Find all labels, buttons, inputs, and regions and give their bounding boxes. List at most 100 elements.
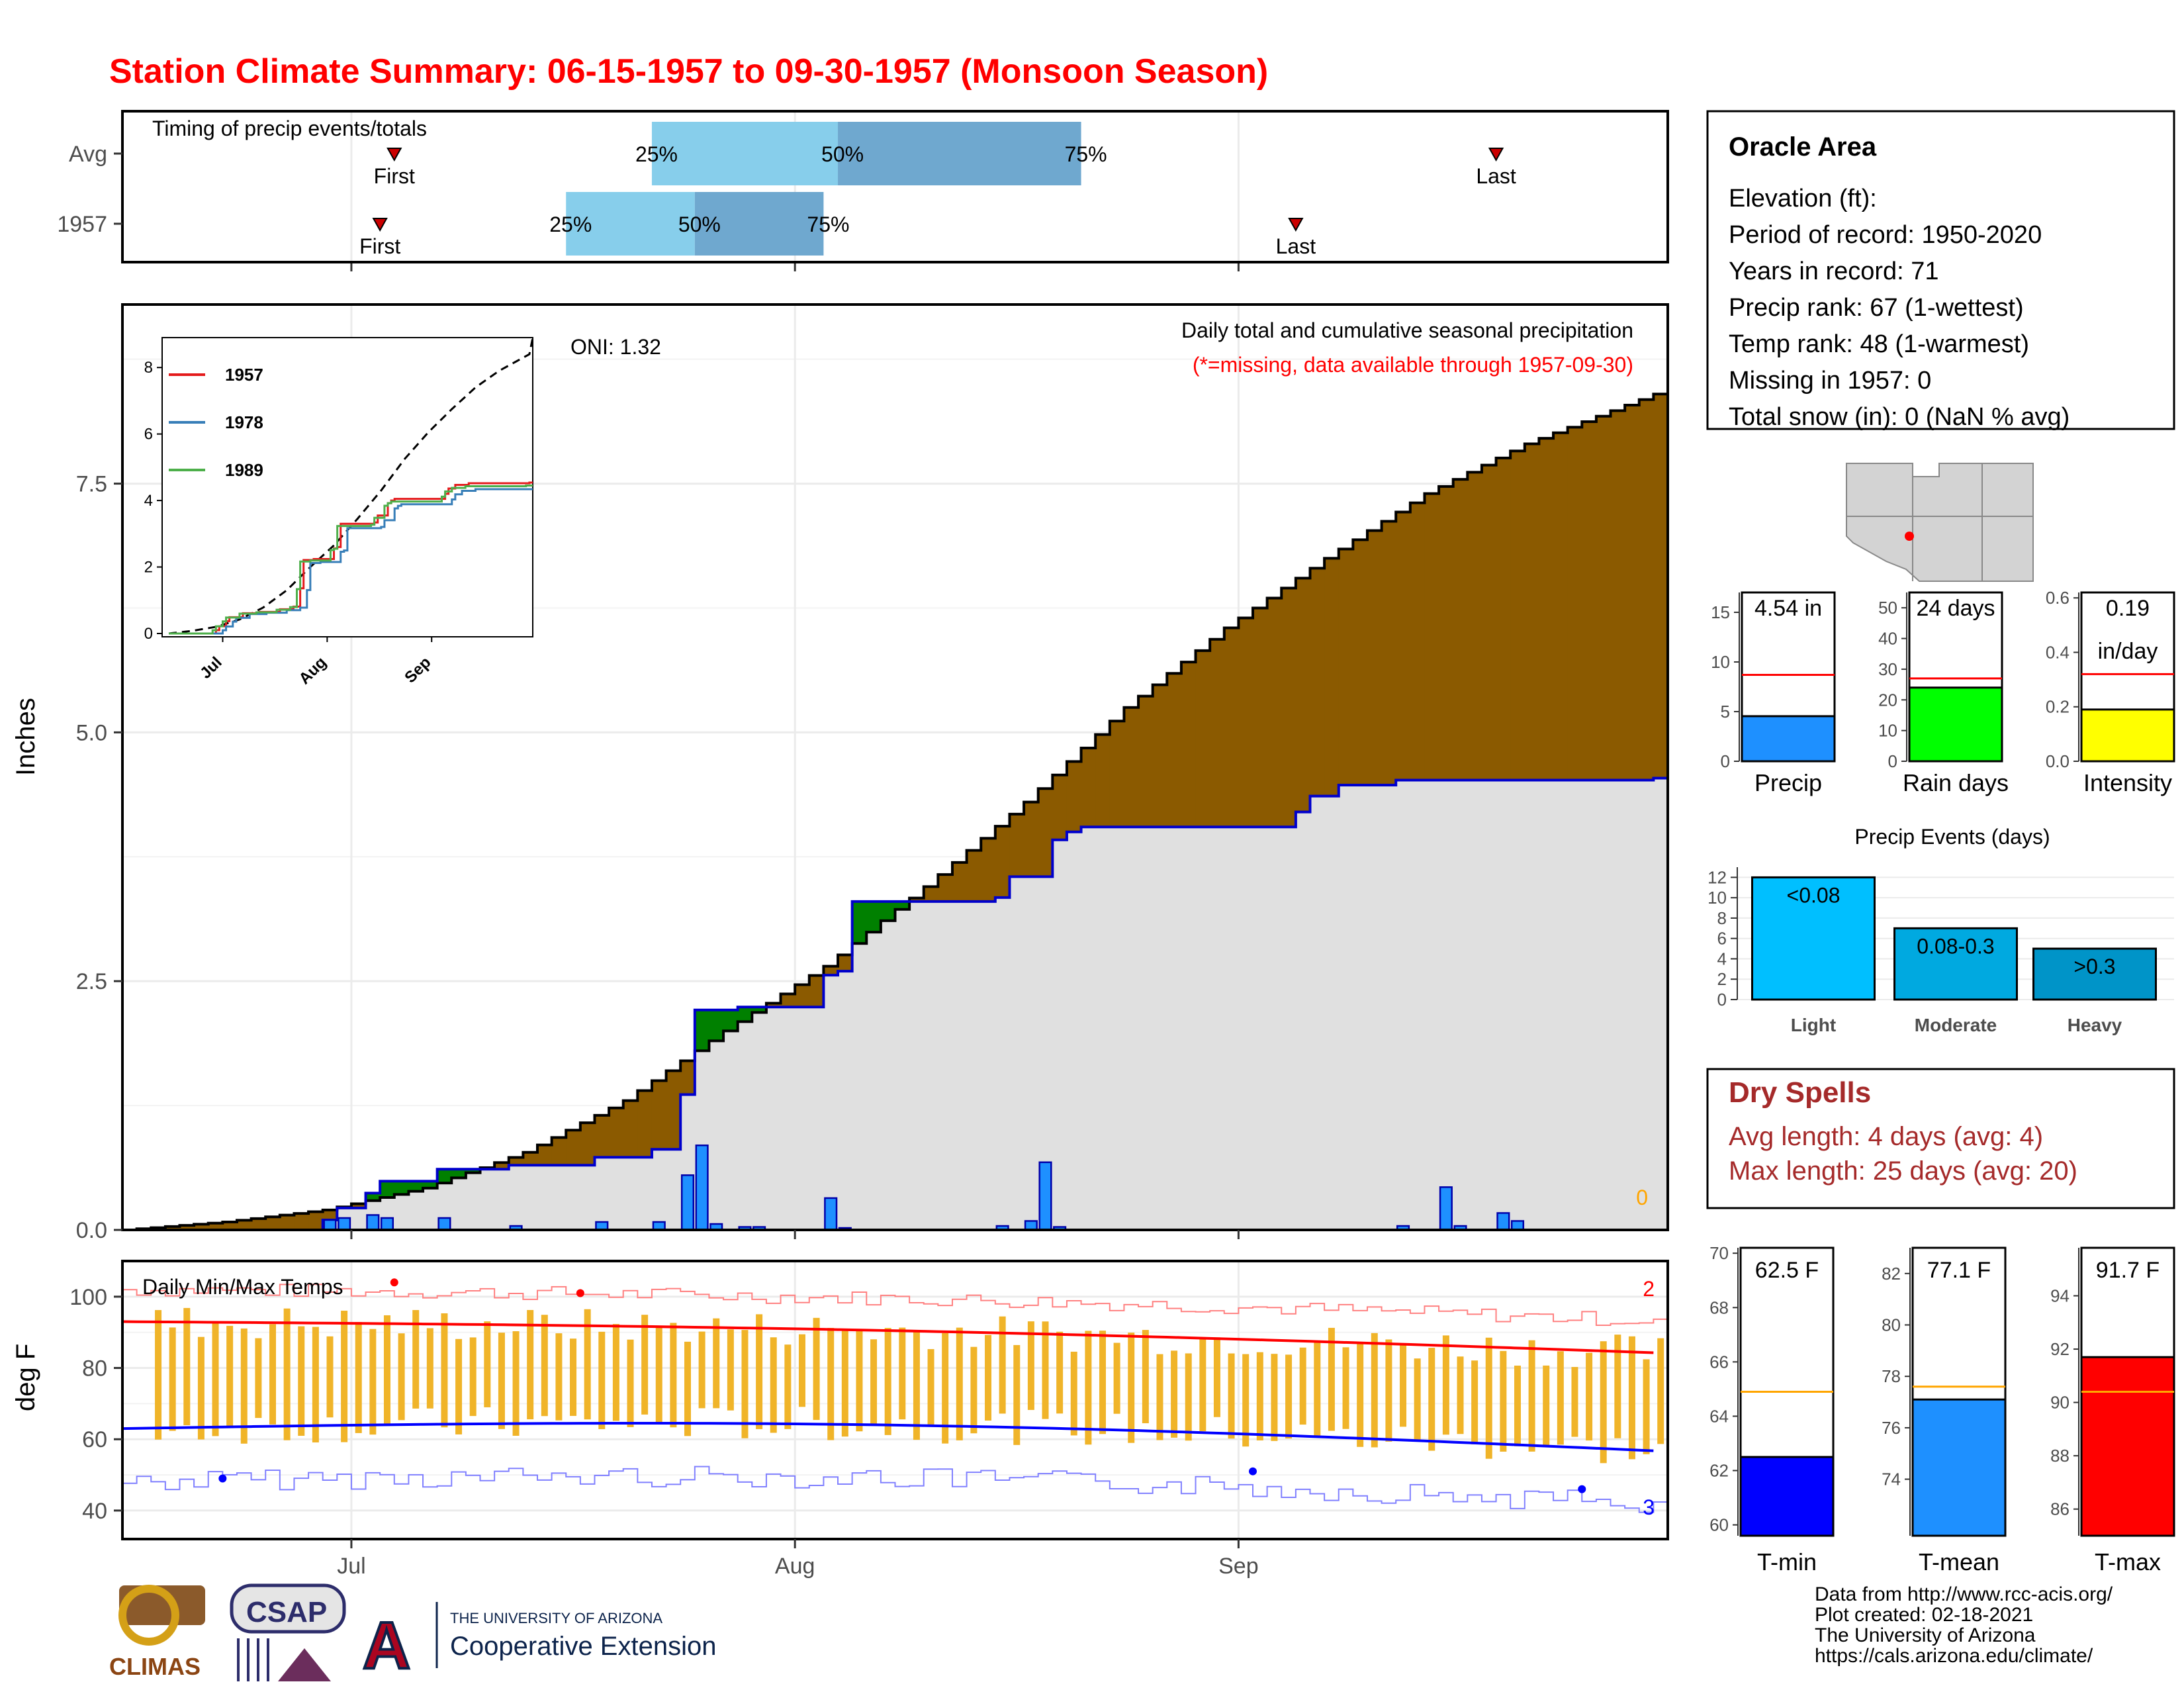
- summary-bar-tick-label: 0: [1721, 751, 1730, 771]
- temp-summary-tick-label: 90: [2050, 1393, 2070, 1413]
- timing-q75-label: 75%: [1065, 142, 1107, 166]
- daily-temp-bar: [927, 1349, 934, 1427]
- daily-precip-bar: [1024, 1220, 1038, 1231]
- daily-temp-bar: [155, 1310, 162, 1440]
- daily-temp-bar: [1099, 1331, 1106, 1434]
- deficit-area: [1439, 486, 1454, 780]
- deficit-area: [666, 1070, 681, 1150]
- surplus-area: [852, 901, 867, 944]
- timing-first-marker: [387, 148, 402, 162]
- daily-temp-bar: [1500, 1350, 1507, 1452]
- deficit-area: [537, 1145, 553, 1166]
- deficit-area: [179, 1225, 195, 1230]
- daily-temp-bar: [670, 1323, 677, 1428]
- ua-logo: A THE UNIVERSITY OF ARIZONA Cooperative …: [361, 1602, 716, 1684]
- climas-logo-sun: [118, 1585, 179, 1646]
- surplus-area: [723, 1009, 739, 1031]
- inset-ytick-label: 6: [144, 426, 153, 444]
- temp-summary-tick-label: 86: [2050, 1499, 2070, 1519]
- timing-q25-q50-bar: [651, 122, 839, 185]
- daily-temp-bar: [283, 1308, 291, 1440]
- daily-temp-bar: [942, 1333, 949, 1444]
- deficit-area: [1253, 608, 1268, 827]
- temp-summary-tick-label: 92: [2050, 1339, 2070, 1359]
- timing-last-label: Last: [1476, 164, 1516, 188]
- inset-ytick-label: 2: [144, 559, 153, 577]
- dry-spells-title: Dry Spells: [1729, 1076, 1871, 1109]
- info-line: Period of record: 1950-2020: [1729, 221, 2042, 249]
- temp-label: Daily Min/Max Temps: [142, 1275, 343, 1299]
- surplus-area: [394, 1181, 409, 1195]
- deficit-area: [952, 862, 968, 902]
- daily-temp-bar: [841, 1331, 848, 1437]
- timing-q25-label: 25%: [635, 142, 678, 166]
- record-high-count: 2: [1643, 1277, 1655, 1301]
- daily-temp-bar: [784, 1344, 792, 1429]
- summary-bar-name: Rain days: [1903, 769, 2009, 796]
- station-info-box: Oracle Area Elevation (ft): Period of rec…: [1706, 110, 2175, 431]
- temp-summary-value-bar: [1911, 1398, 2007, 1537]
- daily-temp-bar: [741, 1330, 749, 1438]
- daily-temp-bar: [1271, 1354, 1278, 1441]
- daily-precip-bar: [680, 1174, 695, 1231]
- summary-bar-value-label-2: in/day: [2098, 639, 2158, 664]
- deficit-area: [1267, 598, 1282, 827]
- temp-ytick-label: 60: [82, 1427, 107, 1452]
- deficit-area: [208, 1223, 223, 1230]
- summary-bar-tick-label: 40: [1878, 629, 1897, 649]
- tmin-avg-line: [122, 1421, 1654, 1452]
- daily-temp-bar: [1085, 1331, 1092, 1445]
- record-high-line: [122, 1284, 1668, 1327]
- daily-temp-bar: [856, 1330, 863, 1432]
- events-ytick-label: 12: [1707, 867, 1727, 887]
- deficit-area: [809, 975, 824, 1008]
- dry-spells-max: Max length: 25 days (avg: 20): [1729, 1156, 2077, 1186]
- inset-series-line: [169, 485, 533, 635]
- deficit-area: [194, 1224, 209, 1230]
- deficit-area: [1539, 438, 1554, 780]
- temp-summary-tick-label: 94: [2050, 1286, 2070, 1306]
- daily-temp-bar: [1428, 1348, 1435, 1451]
- daily-temp-bar: [1142, 1330, 1149, 1424]
- surplus-area: [365, 1193, 381, 1201]
- deficit-area: [1066, 761, 1082, 832]
- daily-precip-bar: [1496, 1212, 1510, 1231]
- temp-summary-tick-label: 80: [1882, 1315, 1901, 1335]
- deficit-area: [838, 955, 853, 972]
- daily-precip-bar: [323, 1219, 337, 1231]
- deficit-area: [780, 994, 796, 1008]
- deficit-area: [1324, 558, 1340, 796]
- info-line: Missing in 1957: 0: [1729, 367, 1931, 395]
- daily-temp-bar: [426, 1328, 433, 1409]
- summary-bar-tick-label: 0: [1888, 751, 1897, 771]
- daily-temp-bar: [1528, 1340, 1535, 1452]
- info-line: Precip rank: 67 (1-wettest): [1729, 294, 2024, 322]
- deficit-area: [1109, 721, 1124, 827]
- dry-spells-box: Dry Spells Avg length: 4 days (avg: 4) M…: [1706, 1068, 2175, 1209]
- daily-temp-bar: [326, 1336, 334, 1418]
- daily-precip-bar: [695, 1144, 709, 1231]
- summary-bar-value: [1741, 715, 1836, 763]
- temp-ytick-label: 40: [82, 1499, 107, 1524]
- deficit-area: [508, 1157, 523, 1166]
- daily-temp-bar: [183, 1307, 191, 1426]
- surplus-area: [880, 901, 895, 921]
- deficit-area: [909, 898, 925, 902]
- timing-q50-label: 50%: [678, 212, 721, 236]
- precip-event-bar: [1893, 927, 2018, 1001]
- oni-label: ONI: 1.32: [570, 335, 661, 359]
- deficit-area: [1009, 814, 1024, 877]
- info-line: Total snow (in): 0 (NaN % avg): [1729, 403, 2070, 431]
- surplus-area: [709, 1009, 724, 1041]
- deficit-area: [594, 1115, 610, 1158]
- record-high-marker: [390, 1278, 398, 1287]
- summary-bar-tick-label: 0.2: [2046, 697, 2070, 717]
- daily-temp-bar: [197, 1336, 205, 1440]
- daily-temp-bar: [713, 1318, 720, 1409]
- precip-ytick-label: 0.0: [76, 1218, 107, 1243]
- month-label: Sep: [1218, 1554, 1259, 1579]
- precip-legend-title: Daily total and cumulative seasonal prec…: [1181, 318, 1633, 342]
- precip-event-category: Moderate: [1915, 1015, 1997, 1035]
- summary-bars: 4.54 in Precip 0 5 10 15 24 days Rain days 0 10 20…: [1711, 588, 2175, 796]
- daily-temp-bar: [727, 1329, 734, 1411]
